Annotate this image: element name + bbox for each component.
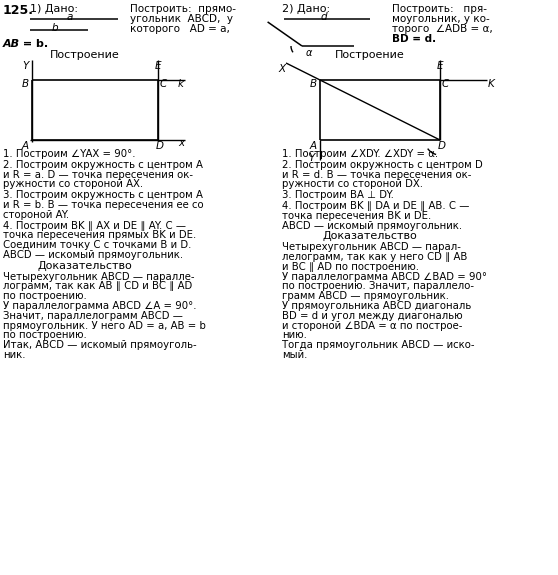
Text: A: A bbox=[22, 141, 29, 151]
Text: ник.: ник. bbox=[3, 350, 26, 360]
Text: Четырехугольник ABCD — парал-: Четырехугольник ABCD — парал- bbox=[282, 242, 461, 252]
Text: прямоугольник. У него AD = a, AB = b: прямоугольник. У него AD = a, AB = b bbox=[3, 321, 206, 331]
Text: = b.: = b. bbox=[19, 39, 48, 49]
Text: 1. Построим ∠YAX = 90°.: 1. Построим ∠YAX = 90°. bbox=[3, 149, 136, 159]
Text: ABCD — искомый прямоугольник.: ABCD — искомый прямоугольник. bbox=[3, 250, 183, 260]
Text: по построению. Значит, параллело-: по построению. Значит, параллело- bbox=[282, 281, 474, 292]
Text: торого  ∠ADB = α,: торого ∠ADB = α, bbox=[392, 24, 493, 34]
Text: D: D bbox=[156, 141, 164, 151]
Text: Значит, параллелограмм ABCD —: Значит, параллелограмм ABCD — bbox=[3, 311, 183, 321]
Text: ружности со стороной DX.: ружности со стороной DX. bbox=[282, 179, 423, 189]
Text: 4. Построим BK ∥ AX и DE ∥ AY. C —: 4. Построим BK ∥ AX и DE ∥ AY. C — bbox=[3, 221, 186, 231]
Text: У прямоугольника ABCD диагональ: У прямоугольника ABCD диагональ bbox=[282, 301, 472, 311]
Text: У параллелограмма ABCD ∠BAD = 90°: У параллелограмма ABCD ∠BAD = 90° bbox=[282, 271, 487, 282]
Text: Тогда прямоугольник ABCD — иско-: Тогда прямоугольник ABCD — иско- bbox=[282, 340, 474, 350]
Text: Соединим точку C с точками B и D.: Соединим точку C с точками B и D. bbox=[3, 240, 191, 250]
Text: У параллелограмма ABCD ∠A = 90°.: У параллелограмма ABCD ∠A = 90°. bbox=[3, 301, 196, 311]
Text: C: C bbox=[160, 79, 167, 89]
Text: 1) Дано:: 1) Дано: bbox=[30, 4, 78, 14]
Text: b: b bbox=[52, 23, 59, 33]
Text: нию.: нию. bbox=[282, 331, 307, 340]
Text: BD = d и угол между диагональю: BD = d и угол между диагональю bbox=[282, 311, 463, 321]
Text: по построению.: по построению. bbox=[3, 331, 86, 340]
Text: Доказательство: Доказательство bbox=[37, 261, 132, 271]
Text: 3. Построим окружность с центром A: 3. Построим окружность с центром A bbox=[3, 190, 203, 200]
Text: X: X bbox=[278, 64, 285, 74]
Text: 1. Построим ∠XDY. ∠XDY = α.: 1. Построим ∠XDY. ∠XDY = α. bbox=[282, 149, 438, 159]
Text: C: C bbox=[442, 79, 449, 89]
Text: K: K bbox=[488, 79, 495, 89]
Text: Построение: Построение bbox=[50, 50, 120, 60]
Text: E: E bbox=[155, 61, 161, 71]
Text: моугольник, у ко-: моугольник, у ко- bbox=[392, 14, 490, 24]
Text: x: x bbox=[178, 138, 184, 148]
Text: Доказательство: Доказательство bbox=[323, 231, 417, 241]
Text: по построению.: по построению. bbox=[3, 291, 86, 301]
Text: мый.: мый. bbox=[282, 350, 307, 360]
Text: A: A bbox=[310, 141, 317, 151]
Text: Построение: Построение bbox=[335, 50, 405, 60]
Text: лограмм, так как AB ∥ CD и BC ∥ AD: лограмм, так как AB ∥ CD и BC ∥ AD bbox=[3, 281, 193, 292]
Text: a: a bbox=[67, 12, 73, 22]
Text: D: D bbox=[438, 141, 446, 151]
Text: 2. Построим окружность с центром A: 2. Построим окружность с центром A bbox=[3, 160, 203, 170]
Text: 125.: 125. bbox=[3, 4, 34, 17]
Text: BD = d.: BD = d. bbox=[392, 34, 436, 44]
Text: грамм ABCD — прямоугольник.: грамм ABCD — прямоугольник. bbox=[282, 291, 449, 301]
Text: 2) Дано:: 2) Дано: bbox=[282, 4, 330, 14]
Text: Y: Y bbox=[22, 61, 28, 71]
Text: которого   AD = a,: которого AD = a, bbox=[130, 24, 230, 34]
Text: d: d bbox=[321, 12, 328, 22]
Text: Итак, ABCD — искомый прямоуголь-: Итак, ABCD — искомый прямоуголь- bbox=[3, 340, 196, 350]
Text: Y: Y bbox=[308, 153, 314, 163]
Text: лелограмм, так как у него CD ∥ AB: лелограмм, так как у него CD ∥ AB bbox=[282, 252, 468, 262]
Text: Построить:  прямо-: Построить: прямо- bbox=[130, 4, 236, 14]
Text: ABCD — искомый прямоугольник.: ABCD — искомый прямоугольник. bbox=[282, 221, 462, 231]
Text: и стороной ∠BDA = α по построе-: и стороной ∠BDA = α по построе- bbox=[282, 321, 463, 331]
Text: стороной AY.: стороной AY. bbox=[3, 210, 69, 220]
Text: точка пересечения прямых BK и DE.: точка пересечения прямых BK и DE. bbox=[3, 231, 196, 240]
Text: B: B bbox=[22, 79, 29, 89]
Text: Четырехугольник ABCD — паралле-: Четырехугольник ABCD — паралле- bbox=[3, 271, 195, 282]
Text: и R = b. B — точка пересечения ее со: и R = b. B — точка пересечения ее со bbox=[3, 200, 204, 210]
Text: k: k bbox=[178, 79, 184, 89]
Text: 2. Построим окружность с центром D: 2. Построим окружность с центром D bbox=[282, 160, 483, 170]
Text: и R = d. B — точка пересечения ок-: и R = d. B — точка пересечения ок- bbox=[282, 170, 472, 179]
Text: Построить:   пря-: Построить: пря- bbox=[392, 4, 487, 14]
Text: ружности со стороной AX.: ружности со стороной AX. bbox=[3, 179, 143, 189]
Text: и R = a. D — точка пересечения ок-: и R = a. D — точка пересечения ок- bbox=[3, 170, 193, 179]
Text: α: α bbox=[306, 48, 312, 58]
Text: угольник  ABCD,  у: угольник ABCD, у bbox=[130, 14, 233, 24]
Text: B: B bbox=[310, 79, 317, 89]
Text: точка пересечения BK и DE.: точка пересечения BK и DE. bbox=[282, 211, 431, 221]
Text: и BC ∥ AD по построению.: и BC ∥ AD по построению. bbox=[282, 262, 419, 272]
Text: E: E bbox=[437, 61, 444, 71]
Text: AB: AB bbox=[3, 39, 20, 49]
Text: 4. Построим BK ∥ DA и DE ∥ AB. C —: 4. Построим BK ∥ DA и DE ∥ AB. C — bbox=[282, 201, 469, 211]
Text: 3. Построим BA ⊥ DY.: 3. Построим BA ⊥ DY. bbox=[282, 190, 394, 200]
